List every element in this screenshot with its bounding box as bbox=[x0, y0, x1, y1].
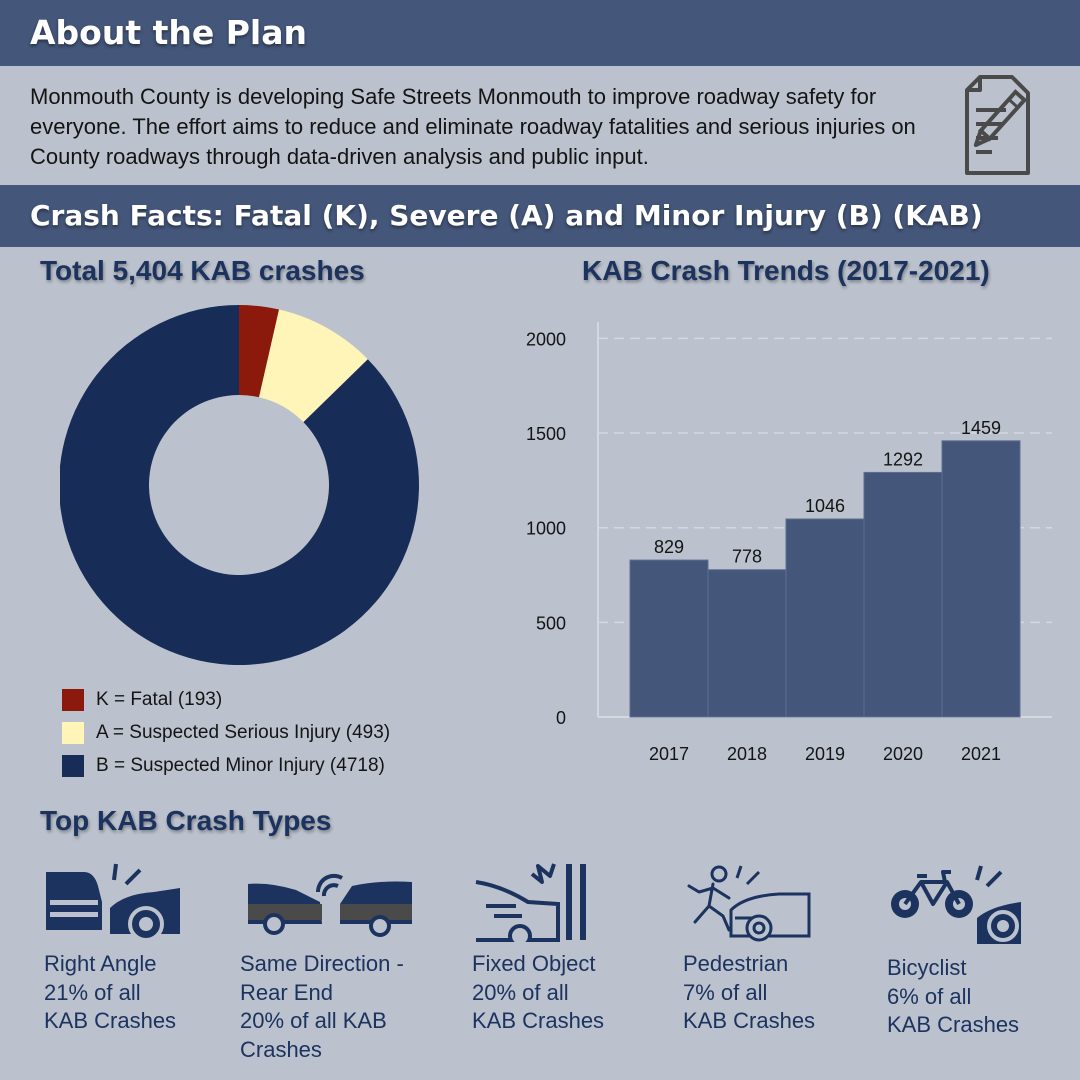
legend-label-serious: A = Suspected Serious Injury (493) bbox=[96, 721, 391, 743]
donut-slice-minor bbox=[60, 305, 419, 665]
legend-label-minor: B = Suspected Minor Injury (4718) bbox=[96, 754, 385, 776]
crash-facts-title: Crash Facts: Fatal (K), Severe (A) and M… bbox=[30, 199, 983, 232]
x-tick-label: 2017 bbox=[649, 744, 689, 764]
rear-end-crash-icon bbox=[248, 873, 412, 937]
bar-value-label: 778 bbox=[732, 547, 762, 567]
donut-slice-fatal bbox=[239, 305, 280, 398]
x-tick-label: 2019 bbox=[805, 744, 845, 764]
legend-swatch-fatal bbox=[62, 688, 84, 711]
legend-item-serious: A = Suspected Serious Injury (493) bbox=[62, 716, 390, 749]
x-tick-label: 2018 bbox=[727, 744, 767, 764]
crash-type-rear-end: Same Direction - Rear End 20% of all KAB… bbox=[240, 862, 415, 1064]
bicyclist-crash-icon bbox=[891, 865, 1021, 944]
crash-type-right-angle: Right Angle 21% of all KAB Crashes bbox=[44, 862, 184, 1036]
about-title: About the Plan bbox=[30, 13, 307, 52]
donut-chart bbox=[60, 305, 419, 665]
x-tick-label: 2021 bbox=[961, 744, 1001, 764]
fixed-object-crash-icon bbox=[475, 863, 586, 942]
crash-type-label-right-angle: Right Angle 21% of all KAB Crashes bbox=[44, 951, 177, 1033]
donut-slice-serious bbox=[259, 309, 368, 423]
y-tick-label: 2000 bbox=[526, 329, 566, 349]
donut-chart-title: Total 5,404 KAB crashes bbox=[40, 255, 365, 286]
about-text: Monmouth County is developing Safe Stree… bbox=[30, 84, 916, 169]
about-banner: About the Plan bbox=[0, 0, 1080, 66]
bar-value-label: 1459 bbox=[961, 418, 1001, 438]
crash-types-title: Top KAB Crash Types bbox=[40, 805, 332, 836]
crash-type-label-pedestrian: Pedestrian 7% of all KAB Crashes bbox=[683, 951, 816, 1033]
document-pencil-icon bbox=[965, 75, 1030, 175]
bar-value-label: 1046 bbox=[805, 496, 845, 516]
pedestrian-crash-icon bbox=[687, 865, 811, 942]
bar-value-label: 829 bbox=[654, 537, 684, 557]
crash-type-label-fixed-object: Fixed Object 20% of all KAB Crashes bbox=[472, 951, 605, 1033]
bar-chart: 0 500 1000 1500 2000 829 2017 778 2018 1046 2019 12… bbox=[526, 322, 1052, 764]
x-tick-label: 2020 bbox=[883, 744, 923, 764]
crash-type-label-rear-end: Same Direction - Rear End 20% of all KAB… bbox=[240, 951, 404, 1062]
crash-type-fixed-object: Fixed Object 20% of all KAB Crashes bbox=[472, 862, 604, 1036]
y-tick-label: 1500 bbox=[526, 424, 566, 444]
crash-type-bicyclist: Bicyclist 6% of all KAB Crashes bbox=[887, 862, 1022, 1040]
legend-swatch-serious bbox=[62, 721, 84, 744]
crash-type-label-bicyclist: Bicyclist 6% of all KAB Crashes bbox=[887, 955, 1020, 1037]
legend-swatch-minor bbox=[62, 754, 84, 777]
bar-2021 bbox=[941, 440, 1021, 718]
crash-facts-banner: Crash Facts: Fatal (K), Severe (A) and M… bbox=[0, 185, 1080, 247]
right-angle-crash-icon bbox=[46, 863, 180, 942]
legend-label-fatal: K = Fatal (193) bbox=[96, 688, 223, 710]
legend-item-minor: B = Suspected Minor Injury (4718) bbox=[62, 749, 390, 782]
y-tick-label: 1000 bbox=[526, 519, 566, 539]
bar-value-label: 1292 bbox=[883, 449, 923, 469]
y-tick-label: 500 bbox=[536, 613, 566, 633]
bar-2018 bbox=[707, 569, 787, 718]
crash-type-pedestrian: Pedestrian 7% of all KAB Crashes bbox=[683, 862, 815, 1036]
bar-2019 bbox=[785, 518, 865, 718]
bar-2017 bbox=[629, 559, 709, 718]
bar-chart-title: KAB Crash Trends (2017-2021) bbox=[582, 255, 990, 286]
bar-2020 bbox=[863, 471, 943, 718]
donut-legend: K = Fatal (193) A = Suspected Serious In… bbox=[62, 683, 390, 782]
legend-item-fatal: K = Fatal (193) bbox=[62, 683, 390, 716]
y-tick-label: 0 bbox=[556, 708, 566, 728]
